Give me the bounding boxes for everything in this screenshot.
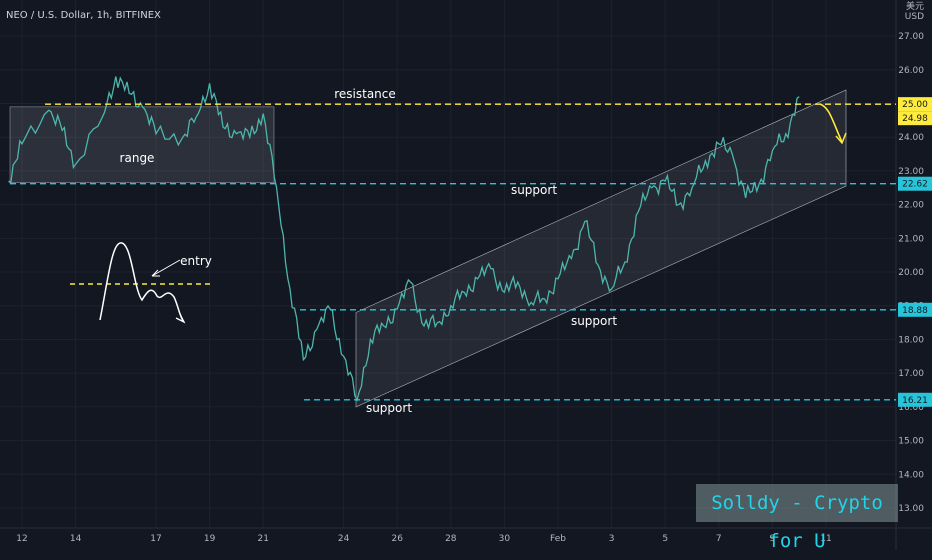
price-label: 22.62 [902,180,928,190]
x-tick-label: 3 [609,534,615,544]
entry-sketch-path [99,242,185,323]
current-price-label: 24.98 [902,114,928,124]
support-label: support [366,401,412,415]
price-label-box [898,176,932,191]
y-tick-label: 16.00 [898,403,924,413]
entry-sketch-arrowhead [175,313,186,324]
x-tick-label: 24 [338,534,350,544]
x-tick-label: 21 [257,534,268,544]
y-tick-label: 14.00 [898,470,924,480]
projection-arrowhead [835,132,847,145]
y-tick-label: 22.00 [898,201,924,211]
range-label: range [120,151,155,165]
price-label-box [898,302,932,317]
price-axis-unit-label: USD [904,12,924,22]
y-tick-label: 23.00 [898,167,924,177]
entry-label: entry [180,254,212,268]
price-axis-unit: 美元 USD [905,2,924,22]
x-tick-label: 5 [662,534,668,544]
price-label: 18.88 [902,306,928,316]
price-label: 16.21 [902,396,928,406]
x-tick-label: 17 [150,534,161,544]
x-tick-label: 26 [391,534,403,544]
y-tick-label: 27.00 [898,32,924,42]
price-label-box [898,97,932,112]
price-axis-unit-top: 美元 [905,2,924,12]
y-tick-label: 21.00 [898,234,924,244]
x-tick-label: 14 [70,534,82,544]
x-tick-label: 9 [770,534,776,544]
entry-pointer-line [151,259,181,277]
ascending-channel [355,89,847,408]
x-tick-label: 28 [445,534,457,544]
price-series [8,76,800,402]
y-tick-label: 18.00 [898,335,924,345]
y-tick-label: 20.00 [898,268,924,278]
symbol-header: NEO / U.S. Dollar, 1h, BITFINEX [6,10,161,21]
watermark: Solldy - Crypto for U [696,484,898,552]
entry-pointer-arrowhead [151,269,160,277]
x-tick-label: 19 [204,534,216,544]
projection-arrow [819,103,843,143]
x-tick-label: 7 [716,534,722,544]
x-tick-label: 11 [820,534,831,544]
current-price-box [898,111,932,126]
y-tick-label: 15.00 [898,437,924,447]
x-tick-label: 30 [499,534,511,544]
price-label-box [898,392,932,407]
x-tick-label: Feb [550,534,566,544]
resistance-label: resistance [334,87,396,101]
range-box [9,106,275,183]
y-tick-label: 13.00 [898,504,924,514]
support-label: support [571,314,617,328]
y-tick-label: 17.00 [898,369,924,379]
y-tick-label: 24.00 [898,133,924,143]
x-tick-label: 12 [16,534,27,544]
y-tick-label: 26.00 [898,66,924,76]
price-label: 25.00 [902,100,928,110]
support-label: support [511,183,557,197]
